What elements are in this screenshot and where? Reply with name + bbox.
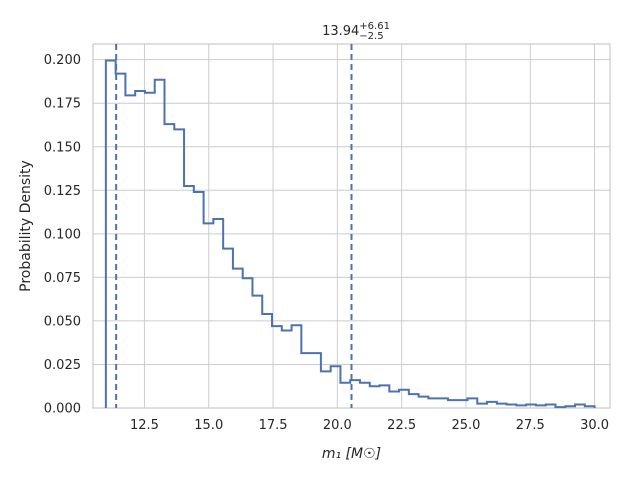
y-axis-ticks: 0.000 0.025 0.050 0.075 0.100 0.125 0.150 0.175… [44, 53, 81, 416]
title-value: 13.94 [322, 24, 359, 39]
x-tick-label: 30.0 [580, 418, 609, 433]
title-lower-error: −2.5 [359, 31, 383, 42]
chart-title: 13.94+6.61 −2.5 [322, 21, 390, 42]
y-tick-label: 0.100 [44, 227, 81, 242]
x-axis-ticks: 12.5 15.0 17.5 20.0 22.5 25.0 27.5 30.0 [130, 418, 609, 433]
y-tick-label: 0.050 [44, 314, 81, 329]
y-tick-label: 0.000 [44, 402, 81, 417]
x-tick-label: 27.5 [516, 418, 545, 433]
x-tick-label: 22.5 [387, 418, 416, 433]
x-tick-label: 17.5 [259, 418, 288, 433]
y-axis-label: Probability Density [18, 160, 34, 292]
x-tick-label: 12.5 [130, 418, 159, 433]
interval-lines [115, 44, 353, 408]
y-tick-label: 0.125 [44, 184, 81, 199]
title-upper-error: +6.61 [359, 21, 390, 32]
x-tick-label: 15.0 [194, 418, 223, 433]
y-tick-label: 0.200 [44, 53, 81, 68]
x-axis-label: m₁ [M☉] [322, 446, 381, 462]
y-tick-label: 0.175 [44, 97, 81, 112]
y-tick-label: 0.025 [44, 358, 81, 373]
y-tick-label: 0.075 [44, 271, 81, 286]
x-tick-label: 20.0 [323, 418, 352, 433]
histogram-series [104, 59, 596, 409]
y-tick-label: 0.150 [44, 140, 81, 155]
x-tick-label: 25.0 [451, 418, 480, 433]
